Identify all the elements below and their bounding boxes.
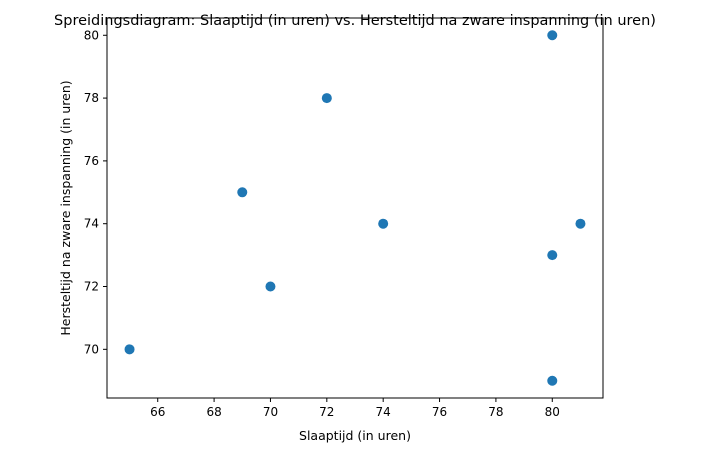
y-axis-ticks: 70 72 74 76 78 80 <box>84 28 107 356</box>
data-point <box>547 250 558 261</box>
x-tick-label: 78 <box>488 405 503 419</box>
y-tick-label: 70 <box>84 342 99 356</box>
x-axis-label: Slaaptijd (in uren) <box>299 428 411 443</box>
y-tick-label: 80 <box>84 28 99 42</box>
plot-area <box>106 17 604 399</box>
data-points <box>124 30 586 386</box>
x-tick-label: 66 <box>150 405 165 419</box>
data-point <box>378 218 389 229</box>
x-tick-label: 76 <box>432 405 447 419</box>
x-tick-label: 72 <box>319 405 334 419</box>
y-tick-label: 72 <box>84 280 99 294</box>
x-tick-label: 68 <box>206 405 221 419</box>
data-point <box>547 30 558 41</box>
x-tick-label: 74 <box>376 405 391 419</box>
data-point <box>321 93 332 104</box>
data-point <box>575 218 586 229</box>
y-tick-label: 74 <box>84 217 99 231</box>
data-point <box>237 187 248 198</box>
data-point <box>124 344 135 355</box>
axes-frame <box>106 17 604 399</box>
x-tick-label: 70 <box>263 405 278 419</box>
data-point <box>547 375 558 386</box>
x-axis-ticks: 66 68 70 72 74 76 78 80 <box>150 398 560 419</box>
x-tick-label: 80 <box>545 405 560 419</box>
y-tick-label: 76 <box>84 154 99 168</box>
data-point <box>265 281 276 292</box>
y-tick-label: 78 <box>84 91 99 105</box>
y-axis-label: Hersteltijd na zware inspanning (in uren… <box>58 80 73 335</box>
chart-title: Spreidingsdiagram: Slaaptijd (in uren) v… <box>54 13 656 29</box>
